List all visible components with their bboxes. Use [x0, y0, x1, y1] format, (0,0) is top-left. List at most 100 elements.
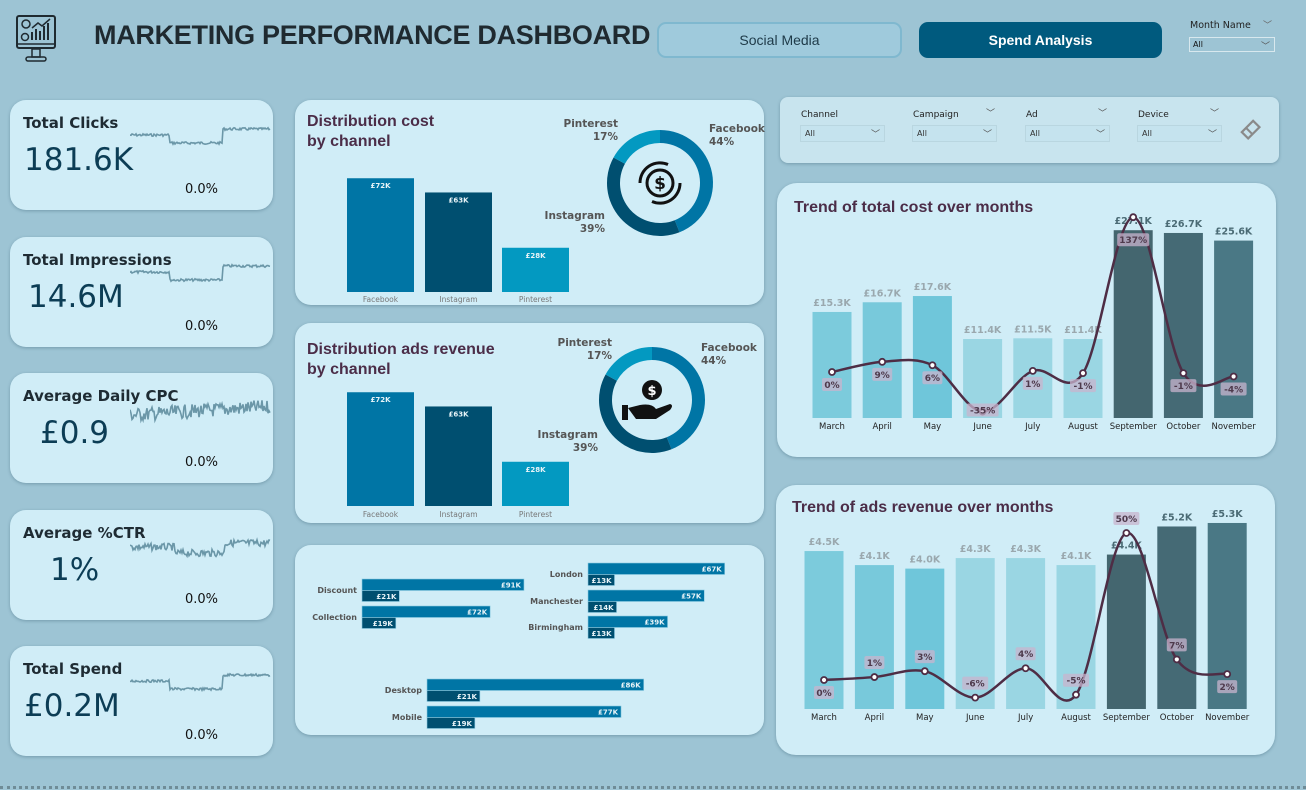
bar-may[interactable]: [905, 568, 945, 709]
channel-filter-value: All: [805, 129, 815, 138]
bar-facebook[interactable]: [347, 392, 414, 506]
bar-september[interactable]: [1106, 554, 1146, 709]
hbar-secondary[interactable]: [587, 627, 615, 639]
bar-value-label: £26.7K: [1165, 219, 1203, 230]
line-value-label: 0%: [816, 689, 831, 699]
chevron-down-icon[interactable]: ﹀: [1210, 109, 1220, 119]
line-point[interactable]: [1079, 369, 1087, 378]
line-point[interactable]: [828, 368, 836, 376]
line-label-badge: [1113, 512, 1140, 525]
line-point[interactable]: [1072, 690, 1080, 699]
hbar-primary[interactable]: [361, 578, 525, 591]
line-point[interactable]: [870, 673, 879, 681]
bar-october[interactable]: [1157, 526, 1197, 709]
bar-facebook[interactable]: [347, 178, 414, 292]
bar-september[interactable]: [1113, 230, 1153, 418]
hbar-category-label: London: [550, 570, 584, 579]
bar-may[interactable]: [912, 296, 952, 418]
x-tick-label: September: [1110, 422, 1157, 432]
bar-pinterest[interactable]: [502, 461, 569, 506]
bar-value-label: £63K: [448, 410, 469, 418]
line-point[interactable]: [1021, 664, 1030, 673]
month-filter: Month Name ﹀ All ﹀: [1189, 18, 1277, 54]
campaign-filter-dropdown[interactable]: All ﹀: [912, 125, 997, 142]
line-value-label: 7%: [1169, 641, 1184, 651]
device-filter-dropdown[interactable]: All ﹀: [1137, 125, 1222, 142]
bar-value-label: £25.6K: [1215, 227, 1253, 238]
hbar-secondary[interactable]: [587, 601, 617, 613]
bar-august[interactable]: [1063, 338, 1103, 418]
line-label-badge: [962, 676, 989, 690]
hbar-secondary[interactable]: [587, 574, 615, 586]
ad-filter-value: All: [1030, 129, 1040, 138]
divider: [0, 786, 1306, 789]
chevron-down-icon[interactable]: ﹀: [1098, 109, 1108, 119]
line-value-label: 6%: [925, 374, 940, 384]
line-point[interactable]: [920, 667, 929, 676]
spend-analysis-button[interactable]: Spend Analysis: [919, 22, 1162, 58]
x-tick-label: Instagram: [439, 510, 477, 519]
kpi-sparkline: [130, 263, 271, 283]
line-value-label: 1%: [867, 659, 882, 669]
line-point[interactable]: [1172, 655, 1181, 664]
hbar-secondary[interactable]: [426, 690, 481, 702]
donut-slice-instagram[interactable]: [606, 157, 680, 237]
bar-instagram[interactable]: [425, 406, 492, 506]
line-point[interactable]: [1223, 670, 1232, 679]
donut-label: Instagram: [538, 429, 599, 441]
clear-filters-eraser-icon[interactable]: [1240, 119, 1262, 141]
x-tick-label: Facebook: [363, 510, 399, 519]
month-filter-label: Month Name: [1190, 20, 1251, 31]
hbar-primary[interactable]: [587, 562, 725, 575]
line-value-label: 50%: [1116, 515, 1138, 525]
hbar-primary[interactable]: [426, 678, 645, 691]
bar-march[interactable]: [812, 311, 852, 418]
hbar-primary[interactable]: [587, 589, 705, 602]
ad-filter-dropdown[interactable]: All ﹀: [1025, 125, 1110, 142]
donut-slice-pinterest[interactable]: [605, 347, 652, 381]
hbar-secondary[interactable]: [361, 590, 400, 602]
bar-august[interactable]: [1056, 565, 1096, 709]
kpi-sparkline: [130, 126, 271, 146]
month-filter-dropdown[interactable]: All ﹀: [1189, 37, 1275, 52]
bar-instagram[interactable]: [425, 192, 492, 292]
donut-label: Instagram: [545, 210, 606, 222]
donut-slice-instagram[interactable]: [599, 374, 672, 454]
channel-filter-dropdown[interactable]: All ﹀: [800, 125, 885, 142]
x-tick-label: Pinterest: [519, 295, 552, 304]
donut-slice-facebook[interactable]: [660, 130, 713, 233]
x-tick-label: November: [1205, 713, 1250, 723]
line-point[interactable]: [1229, 372, 1238, 381]
chevron-down-icon[interactable]: ﹀: [1263, 21, 1273, 31]
hbar-secondary[interactable]: [426, 717, 476, 729]
donut-slice-facebook[interactable]: [652, 347, 706, 450]
bar-value-label: £72K: [370, 182, 391, 190]
line-point[interactable]: [971, 693, 980, 702]
donut-percent-label: 17%: [593, 131, 619, 143]
hbar-value-label: £13K: [591, 630, 612, 638]
x-tick-label: July: [1024, 422, 1040, 432]
line-point[interactable]: [820, 676, 828, 684]
line-point[interactable]: [928, 361, 937, 370]
line-point[interactable]: [1129, 213, 1138, 222]
line-point[interactable]: [1028, 366, 1037, 375]
kpi-value: 181.6K: [24, 142, 134, 178]
hbar-primary[interactable]: [426, 705, 622, 718]
donut-slice-pinterest[interactable]: [613, 130, 660, 164]
line-label-badge: [1170, 379, 1197, 393]
bar-april[interactable]: [854, 565, 894, 709]
hbar-primary[interactable]: [587, 615, 668, 628]
bar-march[interactable]: [804, 551, 844, 709]
line-point[interactable]: [1122, 529, 1131, 537]
donut-label: Facebook: [701, 342, 758, 354]
hbar-primary[interactable]: [361, 605, 491, 618]
bar-pinterest[interactable]: [502, 247, 569, 292]
hand-dollar-icon: $: [622, 380, 672, 420]
line-value-label: -4%: [1224, 386, 1243, 396]
hbar-secondary[interactable]: [361, 617, 397, 629]
chevron-down-icon[interactable]: ﹀: [986, 109, 996, 119]
line-point[interactable]: [878, 357, 887, 366]
bar-july[interactable]: [1006, 558, 1046, 709]
social-media-button[interactable]: Social Media: [657, 22, 902, 58]
line-point[interactable]: [1179, 369, 1188, 378]
